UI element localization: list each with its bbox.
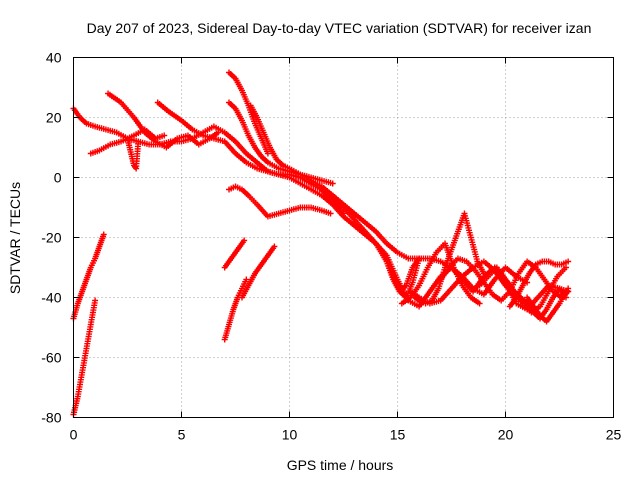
series-arc-24 [221, 237, 248, 271]
axis-ticks [73, 57, 614, 418]
series-arc-12 [383, 255, 423, 301]
series-arc-9 [275, 171, 569, 313]
chart-title: Day 207 of 2023, Sidereal Day-to-day VTE… [87, 20, 592, 36]
point-marks [524, 285, 572, 325]
series-arc-16 [437, 255, 572, 304]
point-marks [506, 258, 572, 310]
point-marks [308, 180, 531, 298]
series-arc-6 [226, 69, 271, 157]
y-tick-label: -40 [41, 290, 61, 306]
series-arc-21 [70, 231, 107, 322]
series-arc-4 [124, 135, 142, 172]
point-marks [411, 210, 487, 307]
series-arc-20 [524, 285, 572, 325]
series-arc-10 [226, 183, 334, 220]
tick-labels: 0 5 10 15 20 25 40 20 0 -20 -40 -60 -80 [41, 50, 621, 443]
x-axis-label: GPS time / hours [287, 457, 394, 473]
grid [73, 57, 614, 418]
point-marks [383, 255, 423, 301]
point-marks [437, 255, 572, 304]
point-marks [70, 231, 107, 322]
point-marks [226, 69, 271, 157]
y-tick-label: 0 [54, 170, 62, 186]
series-arc-11 [308, 180, 531, 298]
y-tick-label: 40 [46, 50, 62, 66]
series-arc-1 [70, 105, 336, 199]
y-tick-label: -60 [41, 350, 61, 366]
y-tick-label: 20 [46, 110, 62, 126]
y-tick-label: -20 [41, 230, 61, 246]
y-axis-label: SDTVAR / TECUs [7, 182, 23, 294]
point-marks [275, 171, 569, 313]
series-arc-19 [506, 258, 572, 310]
x-tick-label: 15 [390, 427, 406, 443]
point-marks [221, 276, 250, 343]
point-marks [238, 243, 278, 301]
y-tick-label: -80 [41, 410, 61, 426]
point-marks [221, 237, 248, 271]
x-tick-label: 0 [70, 427, 78, 443]
data-points [70, 69, 572, 418]
x-tick-label: 10 [282, 427, 298, 443]
series-arc-23 [221, 276, 250, 343]
x-tick-label: 5 [178, 427, 186, 443]
point-marks [247, 102, 336, 187]
x-tick-label: 20 [498, 427, 514, 443]
point-marks [124, 135, 142, 172]
series-arc-8 [247, 102, 336, 187]
x-tick-label: 25 [606, 427, 622, 443]
series-arc-25 [238, 243, 278, 301]
point-marks [70, 105, 336, 199]
series-arc-14 [411, 210, 487, 307]
point-marks [226, 183, 334, 220]
